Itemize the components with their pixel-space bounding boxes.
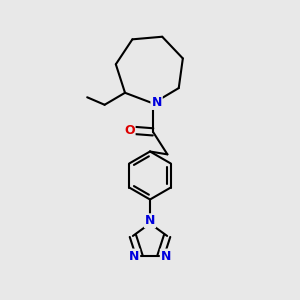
Text: N: N	[161, 250, 171, 262]
Text: N: N	[145, 214, 155, 227]
Text: N: N	[129, 250, 139, 262]
Text: O: O	[124, 124, 135, 137]
Text: N: N	[152, 96, 162, 109]
